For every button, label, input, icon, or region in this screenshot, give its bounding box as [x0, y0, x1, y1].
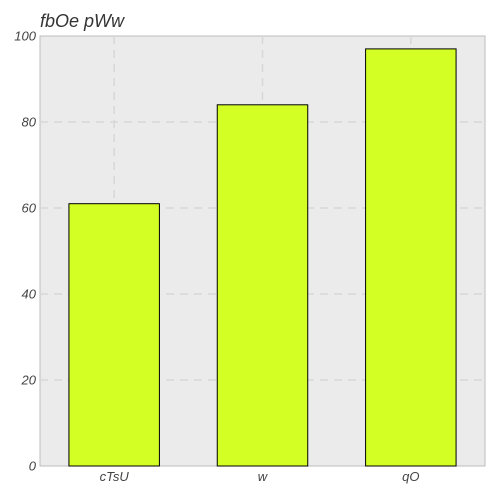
bars [68, 48, 457, 467]
bar-cTsU [68, 203, 160, 467]
y-tick-label: 60 [22, 201, 37, 216]
bar-qO [365, 48, 457, 467]
y-tick-label: 40 [22, 287, 37, 302]
x-axis-tick-labels: cTsU w qO [100, 469, 420, 484]
y-axis-tick-labels: 0 20 40 60 80 100 [14, 29, 36, 474]
x-tick-label: cTsU [100, 469, 130, 484]
y-tick-label: 0 [29, 459, 37, 474]
chart-title: fbOe pWw [40, 11, 125, 31]
x-tick-label: w [258, 469, 269, 484]
x-tick-label: qO [402, 469, 419, 484]
y-tick-label: 80 [22, 115, 37, 130]
y-tick-label: 20 [21, 373, 37, 388]
bar-w [216, 104, 309, 467]
y-tick-label: 100 [14, 29, 36, 44]
